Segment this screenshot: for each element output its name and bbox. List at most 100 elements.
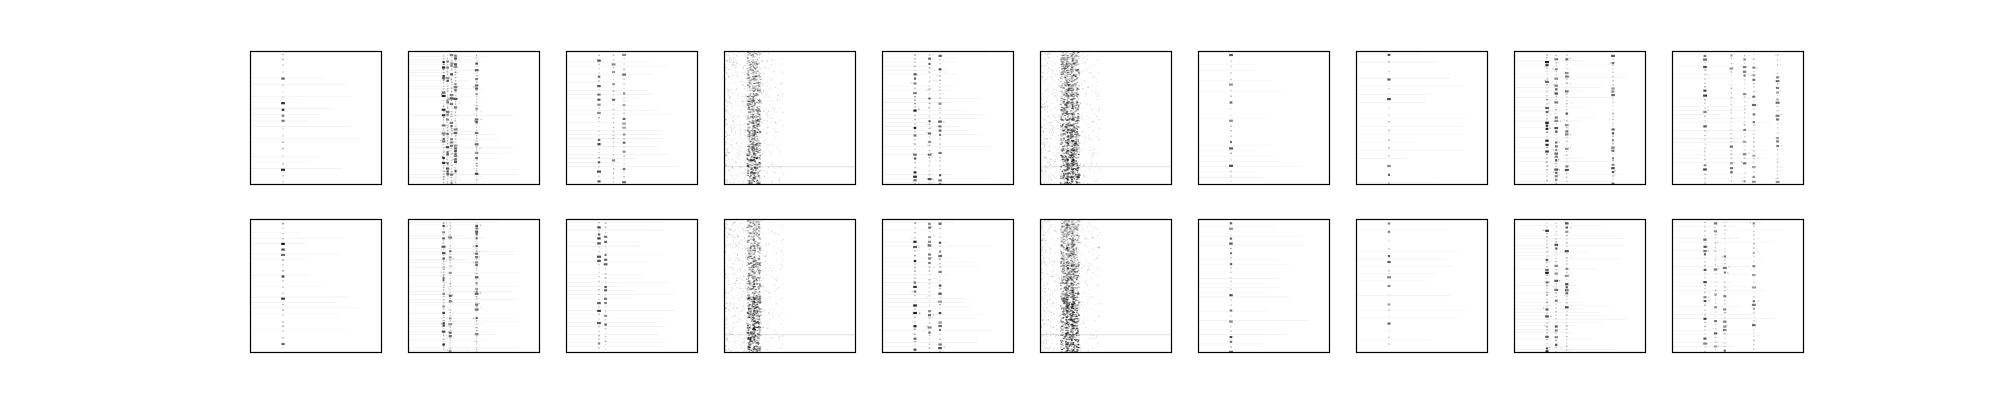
heatmap-cell <box>449 337 452 339</box>
heatmap-cell <box>1730 54 1733 57</box>
speckle <box>754 148 756 150</box>
heatmap-cell <box>1076 151 1078 153</box>
heatmap-cell <box>1780 63 1782 65</box>
heatmap-cell <box>751 115 753 117</box>
speckle <box>1097 98 1099 100</box>
heatmap-cell <box>597 98 601 101</box>
faint-row <box>250 312 339 314</box>
heatmap-cell <box>1612 68 1614 70</box>
heatmap-cell <box>757 119 760 121</box>
heatmap-cell <box>1061 74 1064 76</box>
speckle <box>742 103 744 105</box>
heatmap-cell <box>1068 145 1071 147</box>
heatmap-cell <box>1066 94 1070 96</box>
heatmap-cell <box>447 78 449 80</box>
heatmap-cell <box>752 147 755 149</box>
heatmap-cell <box>928 136 931 138</box>
heatmap-cell <box>1071 140 1074 142</box>
heatmap-cell <box>752 110 755 112</box>
heatmap-cell <box>1060 106 1063 108</box>
speckle <box>748 101 750 103</box>
heatmap-cell <box>749 182 751 184</box>
heatmap-cell <box>1743 58 1746 61</box>
heatmap-cell <box>1067 166 1070 168</box>
heatmap-cell <box>750 130 753 132</box>
speckle <box>1078 142 1079 144</box>
heatmap-cell <box>749 98 751 100</box>
heatmap-cell <box>1230 130 1232 132</box>
heatmap-cell <box>756 131 759 133</box>
heatmap-cell <box>1067 178 1069 180</box>
heatmap-cell <box>1071 81 1074 83</box>
speckle <box>772 79 773 81</box>
speckle <box>738 97 740 99</box>
heatmap-cell <box>1388 87 1390 90</box>
heatmap-cell <box>1067 83 1069 86</box>
heatmap-cell <box>752 125 755 127</box>
heatmap-cell <box>451 280 453 282</box>
heatmap-cell <box>1071 145 1074 148</box>
heatmap-cell <box>747 118 750 120</box>
speckle <box>762 90 764 91</box>
speckle <box>1061 95 1063 97</box>
speckle <box>757 137 759 139</box>
speckle <box>1044 182 1046 184</box>
heatmap-cell <box>939 93 941 95</box>
heatmap-cell <box>1063 73 1066 75</box>
heatmap-cell <box>1067 143 1070 145</box>
speckle <box>1062 143 1064 145</box>
heatmap-cell <box>1069 88 1072 90</box>
heatmap-cell <box>475 170 478 172</box>
heatmap-cell <box>1062 80 1065 82</box>
heatmap-cell <box>1066 100 1068 102</box>
speckle <box>730 181 732 183</box>
heatmap-cell <box>1065 145 1069 147</box>
speckle <box>1052 114 1054 116</box>
speckle <box>1044 120 1046 122</box>
heatmap-cell <box>1610 122 1612 125</box>
speckle <box>749 91 751 93</box>
heatmap-cell <box>755 157 758 159</box>
heatmap-cell <box>1076 166 1078 168</box>
heatmap-cell <box>914 131 916 133</box>
heatmap-cell <box>1066 175 1068 178</box>
speckle <box>735 119 737 121</box>
heatmap-cell <box>447 73 449 75</box>
heatmap-cell <box>449 94 454 97</box>
heatmap-cell <box>1730 157 1733 160</box>
heatmap-cell <box>442 279 445 282</box>
heatmap-cell <box>752 145 755 147</box>
speckle <box>1046 54 1048 56</box>
heatmap-cell <box>442 129 445 132</box>
speckle <box>1066 88 1068 90</box>
heatmap-cell <box>1071 124 1074 127</box>
heatmap-cell <box>1069 79 1071 81</box>
heatmap-cell <box>1070 101 1073 103</box>
heatmap-cell <box>1076 164 1078 167</box>
heatmap-cell <box>612 130 615 133</box>
heatmap-cell <box>1569 157 1571 159</box>
faint-row <box>408 334 497 335</box>
heatmap-cell <box>449 326 451 328</box>
heatmap-panel-r0-c1 <box>407 50 541 186</box>
speckle <box>1071 102 1072 104</box>
heatmap-cell <box>1073 94 1076 96</box>
heatmap-cell <box>454 89 457 92</box>
heatmap-cell <box>1072 93 1075 95</box>
heatmap-cell <box>751 75 754 77</box>
heatmap-cell <box>749 117 752 119</box>
heatmap-cell <box>751 159 754 161</box>
heatmap-cell <box>1070 98 1072 101</box>
heatmap-cell <box>442 105 445 107</box>
heatmap-cell <box>1072 59 1075 61</box>
faint-row <box>1672 142 1748 143</box>
heatmap-cell <box>449 121 454 124</box>
speckle <box>1069 125 1071 127</box>
heatmap-cell <box>1072 157 1074 159</box>
heatmap-cell <box>1070 176 1073 178</box>
heatmap-cell <box>928 127 931 130</box>
speckle <box>1045 167 1047 168</box>
speckle <box>747 150 749 152</box>
heatmap-cell <box>282 96 284 98</box>
heatmap-cell <box>1776 118 1780 121</box>
